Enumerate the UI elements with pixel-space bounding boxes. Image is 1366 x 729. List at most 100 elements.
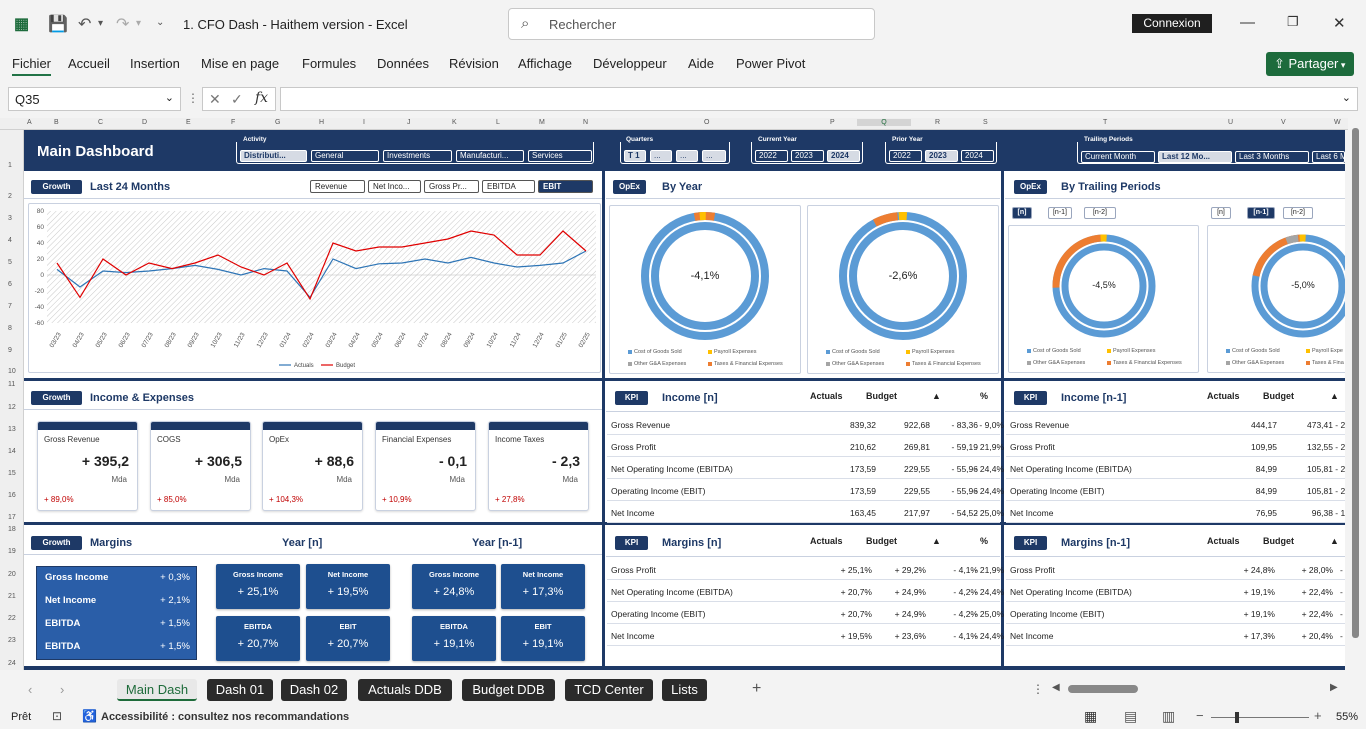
row-header[interactable]: 22	[8, 615, 16, 622]
col-header[interactable]: A	[27, 119, 32, 126]
row-header[interactable]: 1	[8, 162, 12, 169]
col-header-selected[interactable]: Q	[857, 119, 911, 126]
redo-icon[interactable]: ↷	[116, 16, 130, 33]
row-header[interactable]: 8	[8, 325, 12, 332]
slicer-quarter-item[interactable]: ...	[650, 150, 672, 162]
more-options-icon[interactable]: ⋮	[187, 91, 199, 105]
col-header[interactable]: S	[983, 119, 988, 126]
period-pill[interactable]: [n-2]	[1283, 207, 1313, 219]
minimize-icon[interactable]: —	[1240, 14, 1255, 31]
slicer-current-year-item[interactable]: 2023	[791, 150, 824, 162]
col-header[interactable]: U	[1228, 119, 1234, 126]
share-button[interactable]: ⇪ Partager ▾	[1266, 52, 1354, 76]
sheet-tab-main-dash[interactable]: Main Dash	[117, 679, 197, 701]
search-box[interactable]: ⌕ Rechercher	[508, 8, 875, 40]
row-header[interactable]: 24	[8, 660, 16, 667]
cancel-icon[interactable]: ✕	[209, 91, 221, 107]
zoom-level[interactable]: 55%	[1336, 711, 1359, 723]
row-header[interactable]: 21	[8, 593, 16, 600]
scroll-right-icon[interactable]: ▶	[1330, 682, 1338, 693]
col-header[interactable]: O	[704, 119, 710, 126]
menu-aide[interactable]: Aide	[688, 56, 715, 71]
row-header[interactable]: 19	[8, 548, 16, 555]
slicer-quarter-item[interactable]: ...	[676, 150, 698, 162]
macro-record-icon[interactable]: ⊡	[52, 709, 63, 723]
customize-toolbar-icon[interactable]: ⌄	[156, 17, 165, 28]
col-header[interactable]: W	[1334, 119, 1341, 126]
row-header[interactable]: 4	[8, 237, 12, 244]
metric-button-gross-profit[interactable]: Gross Pr...	[424, 180, 479, 193]
slicer-trailing-item[interactable]: Last 12 Mo...	[1158, 151, 1232, 163]
col-header[interactable]: J	[407, 119, 411, 126]
accessibility-icon[interactable]: ♿	[82, 709, 97, 723]
zoom-in-icon[interactable]: +	[1314, 708, 1322, 723]
col-header[interactable]: T	[1103, 119, 1108, 126]
row-header[interactable]: 18	[8, 526, 16, 533]
slicer-prior-year-item[interactable]: 2023	[925, 150, 958, 162]
page-break-icon[interactable]: ▥	[1162, 708, 1176, 724]
more-options-icon[interactable]: ⋮	[1032, 682, 1044, 696]
slicer-quarter-item[interactable]: ...	[702, 150, 726, 162]
slicer-activity-item[interactable]: General	[311, 150, 379, 162]
row-header[interactable]: 17	[8, 514, 16, 521]
row-header[interactable]: 16	[8, 492, 16, 499]
sheet-tab-budget-ddb[interactable]: Budget DDB	[462, 679, 555, 701]
col-header[interactable]: M	[539, 119, 545, 126]
restore-icon[interactable]: ❐	[1287, 14, 1299, 29]
col-header[interactable]: D	[142, 119, 148, 126]
row-header[interactable]: 12	[8, 404, 16, 411]
slicer-current-year-item[interactable]: 2022	[755, 150, 788, 162]
sheet-tab-dash-02[interactable]: Dash 02	[281, 679, 347, 701]
metric-button-net-income[interactable]: Net Inco...	[368, 180, 421, 193]
expand-icon[interactable]: ⌄	[1341, 92, 1351, 104]
name-box[interactable]: Q35 ⌄	[8, 87, 181, 111]
slicer-current-year-item[interactable]: 2024	[827, 150, 860, 162]
metric-button-ebitda[interactable]: EBITDA	[482, 180, 535, 193]
scroll-thumb[interactable]	[1352, 128, 1359, 638]
menu-revision[interactable]: Révision	[449, 56, 499, 71]
row-header[interactable]: 15	[8, 470, 16, 477]
formula-input[interactable]: ⌄	[280, 87, 1358, 111]
metric-button-revenue[interactable]: Revenue	[310, 180, 365, 193]
row-header[interactable]: 23	[8, 637, 16, 644]
confirm-icon[interactable]: ✓	[231, 91, 243, 107]
col-header[interactable]: F	[231, 119, 236, 126]
col-header[interactable]: B	[54, 119, 59, 126]
slicer-activity-item[interactable]: Manufacturi...	[456, 150, 524, 162]
worksheet[interactable]: Main Dashboard Activity Distributi... Ge…	[24, 130, 1345, 670]
vertical-scrollbar[interactable]	[1348, 118, 1364, 674]
menu-developpeur[interactable]: Développeur	[593, 56, 667, 71]
sheet-tab-actuals-ddb[interactable]: Actuals DDB	[358, 679, 452, 701]
zoom-out-icon[interactable]: −	[1196, 708, 1204, 723]
scroll-left-icon[interactable]: ◀	[1052, 682, 1060, 693]
row-header[interactable]: 6	[8, 281, 12, 288]
page-layout-icon[interactable]: ▤	[1124, 708, 1138, 724]
add-sheet-icon[interactable]: +	[752, 680, 762, 697]
row-header[interactable]: 13	[8, 426, 16, 433]
menu-formules[interactable]: Formules	[302, 56, 357, 71]
slicer-trailing-item[interactable]: Current Month	[1081, 151, 1155, 163]
col-header[interactable]: N	[583, 119, 589, 126]
col-header[interactable]: I	[363, 119, 365, 126]
menu-mise-en-page[interactable]: Mise en page	[201, 56, 280, 71]
slicer-prior-year-item[interactable]: 2022	[889, 150, 922, 162]
save-icon[interactable]: 💾	[48, 16, 68, 33]
period-pill[interactable]: [n]	[1211, 207, 1231, 219]
slicer-quarter-item[interactable]: T 1	[624, 150, 646, 162]
prev-sheet-icon[interactable]: ‹	[28, 682, 33, 697]
menu-accueil[interactable]: Accueil	[68, 56, 110, 71]
period-pill[interactable]: [n]	[1012, 207, 1032, 219]
slicer-trailing-item[interactable]: Last 3 Months	[1235, 151, 1309, 163]
row-header[interactable]: 7	[8, 303, 12, 310]
period-pill[interactable]: [n-2]	[1084, 207, 1116, 219]
row-header[interactable]: 5	[8, 259, 12, 266]
sheet-tab-lists[interactable]: Lists	[662, 679, 707, 701]
redo-dropdown-icon[interactable]: ▾	[136, 18, 142, 29]
col-header[interactable]: P	[830, 119, 835, 126]
slicer-prior-year-item[interactable]: 2024	[961, 150, 994, 162]
row-header[interactable]: 9	[8, 347, 12, 354]
metric-button-ebit[interactable]: EBIT	[538, 180, 593, 193]
slicer-activity-item[interactable]: Distributi...	[240, 150, 307, 162]
col-header[interactable]: C	[98, 119, 104, 126]
sheet-tab-tcd-center[interactable]: TCD Center	[565, 679, 653, 701]
